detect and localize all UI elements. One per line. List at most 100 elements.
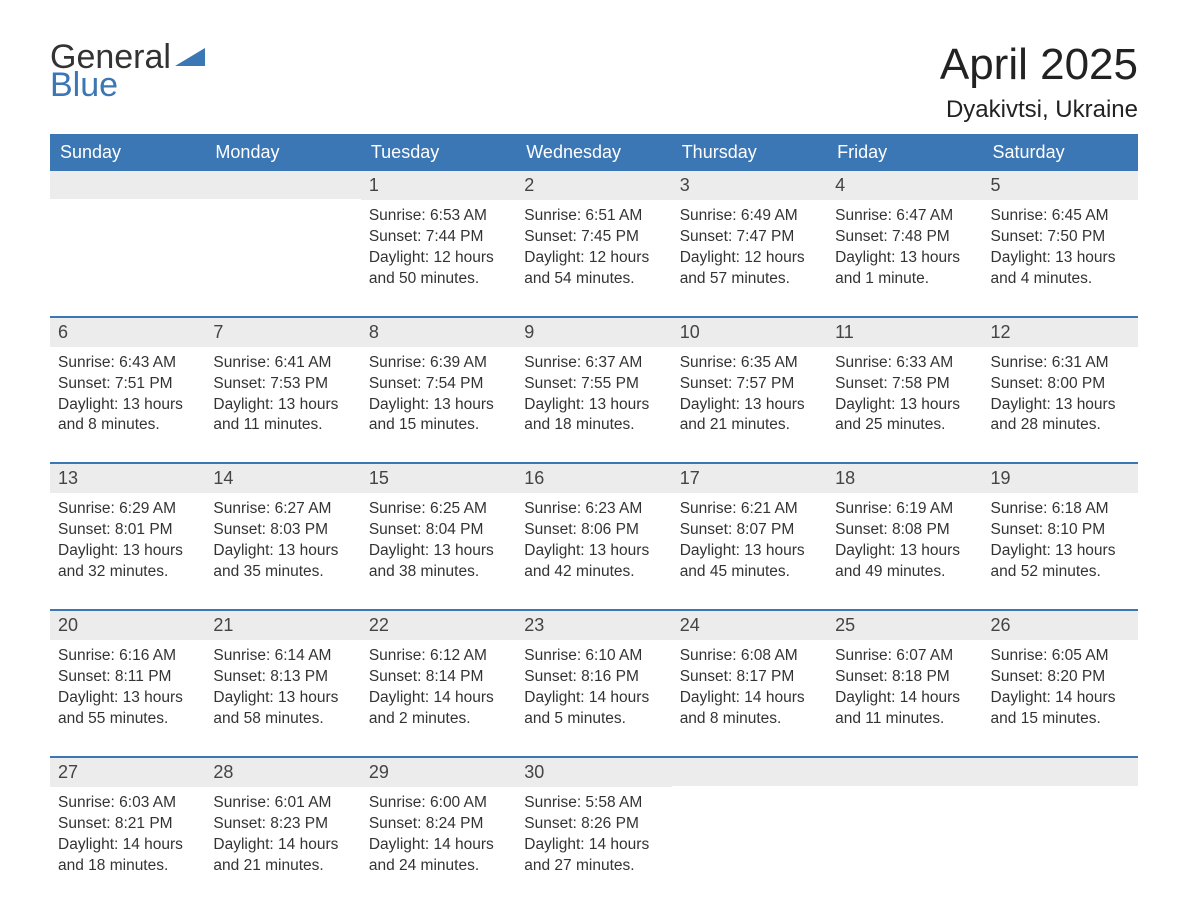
day-cell: 4Sunrise: 6:47 AMSunset: 7:48 PMDaylight…	[827, 171, 982, 298]
day-info-line: Sunrise: 5:58 AM	[524, 793, 663, 814]
day-cell: 11Sunrise: 6:33 AMSunset: 7:58 PMDayligh…	[827, 318, 982, 445]
weekday-tuesday: Tuesday	[361, 134, 516, 171]
day-info-line: Sunset: 8:00 PM	[991, 374, 1130, 395]
day-info-line: Daylight: 14 hours	[369, 835, 508, 856]
day-info-line: Daylight: 13 hours	[58, 395, 197, 416]
weekday-header-row: Sunday Monday Tuesday Wednesday Thursday…	[50, 134, 1138, 171]
day-info-line: and 8 minutes.	[680, 709, 819, 730]
day-body: Sunrise: 6:47 AMSunset: 7:48 PMDaylight:…	[827, 200, 982, 298]
day-info-line: and 32 minutes.	[58, 562, 197, 583]
day-info-line: Sunset: 8:24 PM	[369, 814, 508, 835]
day-info-line: Daylight: 14 hours	[58, 835, 197, 856]
day-number: 19	[983, 464, 1138, 493]
day-body: Sunrise: 6:18 AMSunset: 8:10 PMDaylight:…	[983, 493, 1138, 591]
day-info-line: Sunset: 8:17 PM	[680, 667, 819, 688]
day-number: 6	[50, 318, 205, 347]
day-info-line: Daylight: 12 hours	[524, 248, 663, 269]
day-body: Sunrise: 6:41 AMSunset: 7:53 PMDaylight:…	[205, 347, 360, 445]
day-info-line: Sunrise: 6:00 AM	[369, 793, 508, 814]
day-info-line: Sunset: 8:04 PM	[369, 520, 508, 541]
day-info-line: and 58 minutes.	[213, 709, 352, 730]
day-info-line: Daylight: 12 hours	[369, 248, 508, 269]
day-info-line: Sunrise: 6:12 AM	[369, 646, 508, 667]
day-info-line: Sunset: 8:10 PM	[991, 520, 1130, 541]
day-body: Sunrise: 6:31 AMSunset: 8:00 PMDaylight:…	[983, 347, 1138, 445]
day-cell	[983, 758, 1138, 885]
day-info-line: Sunset: 7:55 PM	[524, 374, 663, 395]
day-number: 24	[672, 611, 827, 640]
day-info-line: Sunrise: 6:27 AM	[213, 499, 352, 520]
day-info-line: Daylight: 14 hours	[213, 835, 352, 856]
day-info-line: Sunrise: 6:10 AM	[524, 646, 663, 667]
day-info-line: Sunrise: 6:39 AM	[369, 353, 508, 374]
day-info-line: and 1 minute.	[835, 269, 974, 290]
day-cell: 5Sunrise: 6:45 AMSunset: 7:50 PMDaylight…	[983, 171, 1138, 298]
day-info-line: Sunset: 7:44 PM	[369, 227, 508, 248]
day-body: Sunrise: 6:05 AMSunset: 8:20 PMDaylight:…	[983, 640, 1138, 738]
day-cell: 28Sunrise: 6:01 AMSunset: 8:23 PMDayligh…	[205, 758, 360, 885]
day-info-line: Sunset: 8:01 PM	[58, 520, 197, 541]
day-info-line: Sunset: 8:20 PM	[991, 667, 1130, 688]
day-info-line: Daylight: 13 hours	[58, 541, 197, 562]
day-info-line: Sunrise: 6:05 AM	[991, 646, 1130, 667]
calendar-week: 13Sunrise: 6:29 AMSunset: 8:01 PMDayligh…	[50, 462, 1138, 591]
day-info-line: and 15 minutes.	[369, 415, 508, 436]
day-number: 15	[361, 464, 516, 493]
day-cell: 29Sunrise: 6:00 AMSunset: 8:24 PMDayligh…	[361, 758, 516, 885]
day-info-line: Daylight: 14 hours	[524, 835, 663, 856]
day-info-line: Daylight: 13 hours	[991, 395, 1130, 416]
day-info-line: Sunrise: 6:31 AM	[991, 353, 1130, 374]
day-cell: 16Sunrise: 6:23 AMSunset: 8:06 PMDayligh…	[516, 464, 671, 591]
day-cell: 26Sunrise: 6:05 AMSunset: 8:20 PMDayligh…	[983, 611, 1138, 738]
weekday-monday: Monday	[205, 134, 360, 171]
calendar-week: 27Sunrise: 6:03 AMSunset: 8:21 PMDayligh…	[50, 756, 1138, 885]
day-info-line: Sunrise: 6:51 AM	[524, 206, 663, 227]
day-info-line: Daylight: 13 hours	[213, 688, 352, 709]
day-number: 8	[361, 318, 516, 347]
day-info-line: Daylight: 14 hours	[369, 688, 508, 709]
day-info-line: Sunset: 8:03 PM	[213, 520, 352, 541]
day-info-line: Sunrise: 6:08 AM	[680, 646, 819, 667]
day-number: 22	[361, 611, 516, 640]
day-info-line: Sunrise: 6:37 AM	[524, 353, 663, 374]
day-info-line: Sunset: 7:53 PM	[213, 374, 352, 395]
day-info-line: and 4 minutes.	[991, 269, 1130, 290]
day-number: 2	[516, 171, 671, 200]
day-info-line: Daylight: 13 hours	[524, 541, 663, 562]
day-body: Sunrise: 6:19 AMSunset: 8:08 PMDaylight:…	[827, 493, 982, 591]
day-info-line: and 45 minutes.	[680, 562, 819, 583]
day-info-line: Sunset: 8:11 PM	[58, 667, 197, 688]
day-info-line: and 38 minutes.	[369, 562, 508, 583]
day-info-line: and 52 minutes.	[991, 562, 1130, 583]
day-body: Sunrise: 6:25 AMSunset: 8:04 PMDaylight:…	[361, 493, 516, 591]
day-info-line: Sunset: 8:07 PM	[680, 520, 819, 541]
day-info-line: and 15 minutes.	[991, 709, 1130, 730]
calendar: Sunday Monday Tuesday Wednesday Thursday…	[50, 134, 1138, 884]
day-info-line: and 28 minutes.	[991, 415, 1130, 436]
day-body: Sunrise: 6:33 AMSunset: 7:58 PMDaylight:…	[827, 347, 982, 445]
day-info-line: Sunset: 8:18 PM	[835, 667, 974, 688]
day-number: 23	[516, 611, 671, 640]
weeks-container: 1Sunrise: 6:53 AMSunset: 7:44 PMDaylight…	[50, 171, 1138, 884]
day-info-line: Daylight: 14 hours	[680, 688, 819, 709]
day-info-line: and 21 minutes.	[213, 856, 352, 877]
day-info-line: Sunset: 7:50 PM	[991, 227, 1130, 248]
day-info-line: Daylight: 13 hours	[835, 395, 974, 416]
day-number: 4	[827, 171, 982, 200]
day-info-line: Sunrise: 6:45 AM	[991, 206, 1130, 227]
day-body: Sunrise: 6:03 AMSunset: 8:21 PMDaylight:…	[50, 787, 205, 885]
day-cell: 22Sunrise: 6:12 AMSunset: 8:14 PMDayligh…	[361, 611, 516, 738]
day-cell: 19Sunrise: 6:18 AMSunset: 8:10 PMDayligh…	[983, 464, 1138, 591]
day-info-line: Daylight: 13 hours	[213, 395, 352, 416]
day-number: 12	[983, 318, 1138, 347]
day-info-line: and 18 minutes.	[524, 415, 663, 436]
day-cell: 9Sunrise: 6:37 AMSunset: 7:55 PMDaylight…	[516, 318, 671, 445]
day-body: Sunrise: 6:00 AMSunset: 8:24 PMDaylight:…	[361, 787, 516, 885]
logo: General Blue	[50, 40, 205, 102]
day-info-line: Sunrise: 6:19 AM	[835, 499, 974, 520]
day-body: Sunrise: 6:12 AMSunset: 8:14 PMDaylight:…	[361, 640, 516, 738]
day-body: Sunrise: 6:51 AMSunset: 7:45 PMDaylight:…	[516, 200, 671, 298]
day-cell: 1Sunrise: 6:53 AMSunset: 7:44 PMDaylight…	[361, 171, 516, 298]
day-info-line: and 55 minutes.	[58, 709, 197, 730]
day-number: 27	[50, 758, 205, 787]
